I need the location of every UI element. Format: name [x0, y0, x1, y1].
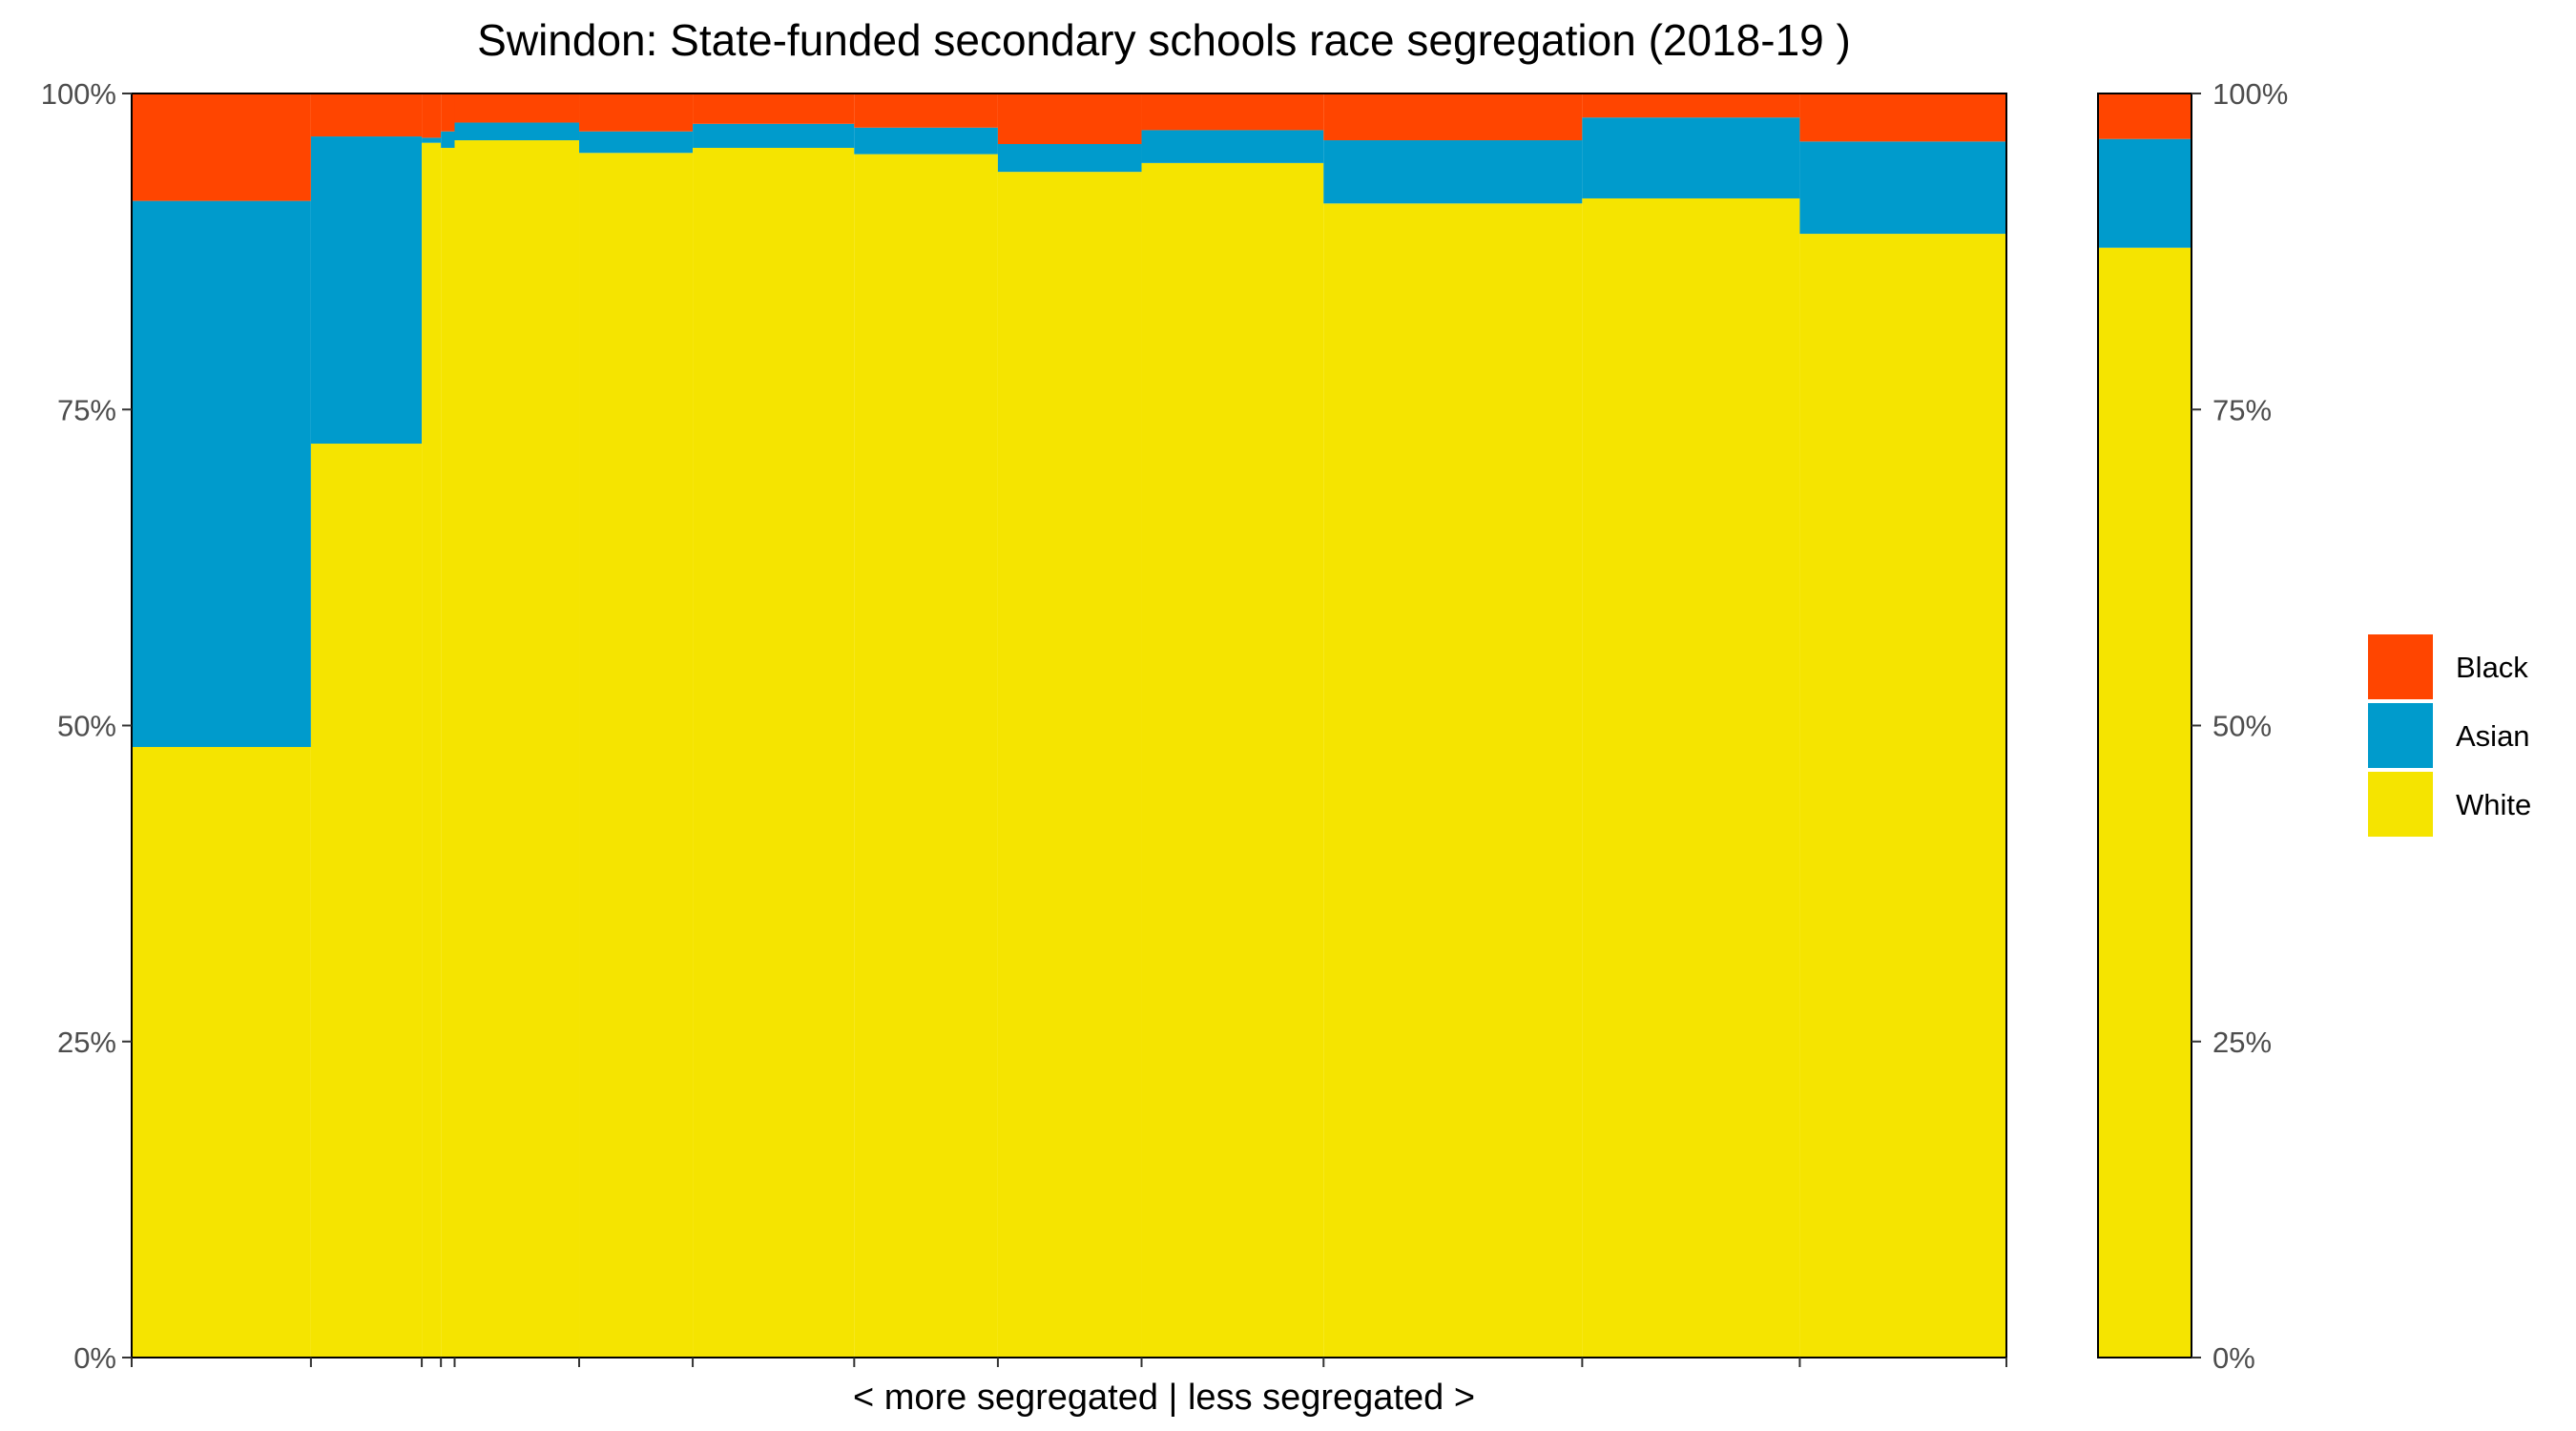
school-3-asian-segment — [422, 137, 442, 143]
school-8-white-segment — [854, 154, 998, 1358]
school-13-black-segment — [1799, 93, 2006, 142]
legend-label-asian: Asian — [2456, 719, 2530, 753]
school-7-black-segment — [693, 93, 855, 124]
school-6-white-segment — [579, 153, 694, 1358]
school-5-white-segment — [454, 140, 580, 1358]
main-bars — [132, 93, 2006, 1358]
overall-bar — [2098, 93, 2192, 1358]
school-11-white-segment — [1323, 203, 1583, 1358]
chart-title: Swindon: State-funded secondary schools … — [477, 15, 1851, 65]
school-9-asian-segment — [997, 144, 1142, 173]
school-12-asian-segment — [1582, 117, 1800, 198]
school-3-white-segment — [422, 142, 442, 1358]
school-1-black-segment — [132, 93, 311, 201]
overall-asian-segment — [2098, 138, 2192, 248]
school-10-black-segment — [1141, 93, 1324, 131]
school-6-black-segment — [579, 93, 694, 132]
x-axis-ticks — [131, 1358, 2007, 1367]
y-tick-label-right: 75% — [2212, 393, 2272, 426]
school-4-asian-segment — [441, 131, 455, 148]
overall-black-segment — [2098, 93, 2192, 139]
y-tick-label-right: 50% — [2212, 710, 2272, 743]
school-13-asian-segment — [1799, 141, 2006, 235]
school-3-black-segment — [422, 93, 442, 138]
y-tick-label-left: 25% — [57, 1026, 116, 1059]
legend-label-black: Black — [2456, 651, 2528, 684]
legend: Black Asian White — [2368, 634, 2531, 837]
y-tick-label-left: 75% — [57, 393, 116, 426]
school-10-white-segment — [1141, 162, 1324, 1358]
legend-swatch-black — [2368, 634, 2433, 699]
school-11-asian-segment — [1323, 140, 1583, 204]
school-6-asian-segment — [579, 131, 694, 154]
legend-swatch-white — [2368, 772, 2433, 837]
school-12-black-segment — [1582, 93, 1800, 118]
school-2-white-segment — [310, 444, 423, 1358]
school-2-black-segment — [310, 93, 423, 137]
school-9-white-segment — [997, 172, 1142, 1358]
overall-white-segment — [2098, 247, 2192, 1358]
school-7-asian-segment — [693, 123, 855, 148]
school-13-white-segment — [1799, 234, 2006, 1358]
school-1-white-segment — [132, 747, 311, 1358]
y-tick-label-left: 50% — [57, 710, 116, 743]
legend-swatch-asian — [2368, 703, 2433, 768]
legend-label-white: White — [2456, 788, 2531, 821]
school-10-asian-segment — [1141, 130, 1324, 163]
y-axis-left: 0% 25% 50% 75% 100% — [41, 77, 132, 1375]
school-5-black-segment — [454, 93, 580, 123]
x-axis-label: < more segregated | less segregated > — [853, 1378, 1475, 1418]
school-11-black-segment — [1323, 93, 1583, 141]
y-tick-label-right: 0% — [2212, 1341, 2255, 1375]
y-tick-label-right: 25% — [2212, 1026, 2272, 1059]
school-12-white-segment — [1582, 197, 1800, 1358]
school-2-asian-segment — [310, 136, 423, 445]
y-axis-right: 0% 25% 50% 75% 100% — [2192, 77, 2288, 1375]
y-tick-label-left: 0% — [73, 1341, 116, 1375]
school-8-black-segment — [854, 93, 998, 128]
school-4-white-segment — [441, 147, 455, 1358]
school-7-white-segment — [693, 147, 855, 1358]
school-4-black-segment — [441, 93, 455, 132]
school-9-black-segment — [997, 93, 1142, 144]
school-8-asian-segment — [854, 127, 998, 155]
y-tick-label-right: 100% — [2212, 77, 2288, 111]
y-tick-label-left: 100% — [41, 77, 116, 111]
school-1-asian-segment — [132, 200, 311, 748]
school-5-asian-segment — [454, 122, 580, 141]
